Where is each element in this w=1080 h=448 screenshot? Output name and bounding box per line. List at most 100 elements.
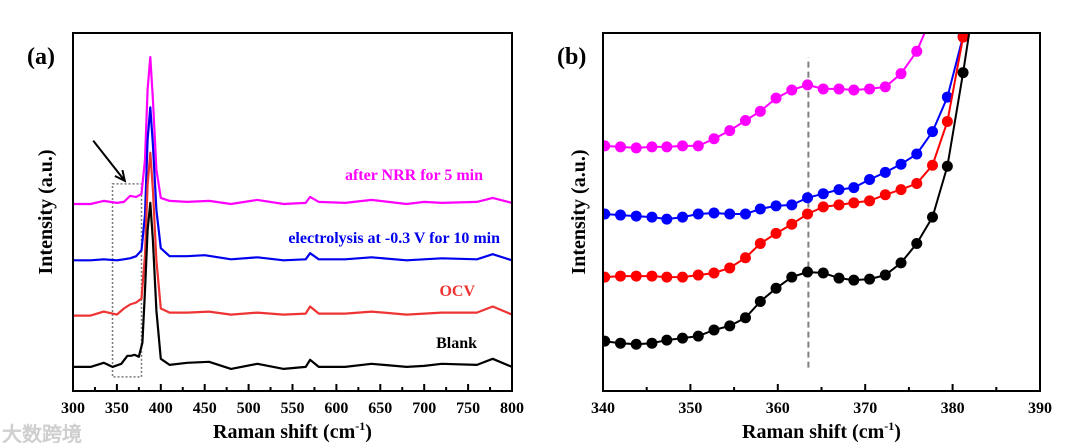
x-tick-label: 800 (500, 400, 524, 417)
data-point (614, 270, 626, 282)
panel-a: 300 350 400 450 500 550 600 650 700 750 800 Raman s… (27, 32, 524, 443)
x-axis-title-main: Raman shift (cm (213, 421, 356, 443)
x-tick-label: 400 (149, 400, 173, 417)
data-point (786, 199, 798, 211)
data-point (754, 203, 766, 215)
x-tick-label: 700 (412, 400, 436, 417)
data-point (786, 218, 798, 230)
data-point (895, 158, 907, 170)
data-point (817, 201, 829, 213)
data-point (630, 270, 642, 282)
x-tick-label: 390 (1028, 400, 1052, 417)
data-point (957, 33, 969, 43)
series-label: OCV (439, 283, 475, 300)
x-tick-label: 600 (324, 400, 348, 417)
data-point (661, 271, 673, 283)
data-point (754, 296, 766, 307)
data-point (895, 257, 907, 269)
series-line-2 (73, 151, 512, 317)
data-point (630, 338, 642, 350)
arrow-shaft (92, 139, 126, 182)
data-point (603, 208, 611, 220)
data-point (817, 83, 829, 95)
data-point (941, 115, 953, 127)
plot-area (603, 33, 971, 368)
data-point (911, 148, 923, 160)
data-point (833, 272, 845, 284)
data-point (848, 182, 860, 194)
data-point (833, 184, 845, 196)
data-point (864, 83, 876, 95)
data-point (739, 312, 751, 324)
data-point (926, 211, 938, 223)
data-point (630, 210, 642, 222)
data-point (895, 68, 907, 80)
data-point (754, 105, 766, 117)
data-point (911, 45, 923, 57)
data-point (770, 227, 782, 239)
data-point (724, 262, 736, 274)
panel-label: (b) (557, 44, 586, 70)
plot-area (73, 56, 512, 378)
data-point (614, 209, 626, 221)
data-point (692, 140, 704, 152)
data-point (895, 184, 907, 196)
data-point (646, 141, 658, 153)
data-point (879, 269, 891, 281)
data-point (817, 267, 829, 279)
panel-label: (a) (27, 44, 55, 70)
data-point (708, 133, 720, 145)
data-point (708, 267, 720, 279)
data-point (802, 192, 814, 204)
data-point (802, 79, 814, 91)
data-point (941, 91, 953, 103)
data-point (754, 238, 766, 250)
data-point (848, 274, 860, 286)
x-tick-label: 650 (368, 400, 392, 417)
data-point (926, 126, 938, 138)
data-point (864, 273, 876, 285)
data-point (646, 211, 658, 223)
data-point (677, 332, 689, 344)
data-point (603, 335, 611, 347)
x-tick-label: 300 (61, 400, 85, 417)
series-label: electrolysis at -0.3 V for 10 min (288, 230, 500, 247)
data-point (692, 269, 704, 281)
data-point (879, 81, 891, 93)
data-point (957, 67, 969, 79)
data-point (724, 320, 736, 332)
data-point (848, 84, 860, 96)
x-tick-label: 340 (591, 400, 615, 417)
x-axis-title: Raman shift (cm-1) (213, 419, 372, 443)
highlight-box (111, 183, 143, 378)
data-point (879, 166, 891, 178)
data-point (724, 125, 736, 137)
data-point (630, 142, 642, 154)
data-point (708, 324, 720, 336)
x-axis-title-sup: -1 (884, 419, 894, 433)
data-point (864, 173, 876, 185)
data-point (941, 160, 953, 172)
data-point (817, 188, 829, 200)
x-axis-title-sup: -1 (355, 419, 365, 433)
data-point (677, 140, 689, 152)
data-point (661, 141, 673, 153)
data-point (770, 282, 782, 294)
data-point (739, 252, 751, 264)
x-tick-label: 380 (941, 400, 965, 417)
x-axis-title-main: Raman shift (cm (742, 421, 885, 443)
data-point (661, 213, 673, 225)
data-point (724, 208, 736, 220)
x-axis-title-end: ) (894, 421, 901, 443)
data-point (786, 84, 798, 96)
data-point (692, 330, 704, 342)
data-point (603, 140, 611, 152)
x-tick-label: 500 (237, 400, 261, 417)
arrow-head-icon (114, 169, 127, 183)
x-tick-label: 370 (853, 400, 877, 417)
data-point (603, 271, 611, 283)
data-point (739, 208, 751, 220)
data-point (786, 271, 798, 283)
y-axis-title: Intensity (a.u.) (35, 149, 57, 274)
series-line-3 (73, 201, 512, 370)
